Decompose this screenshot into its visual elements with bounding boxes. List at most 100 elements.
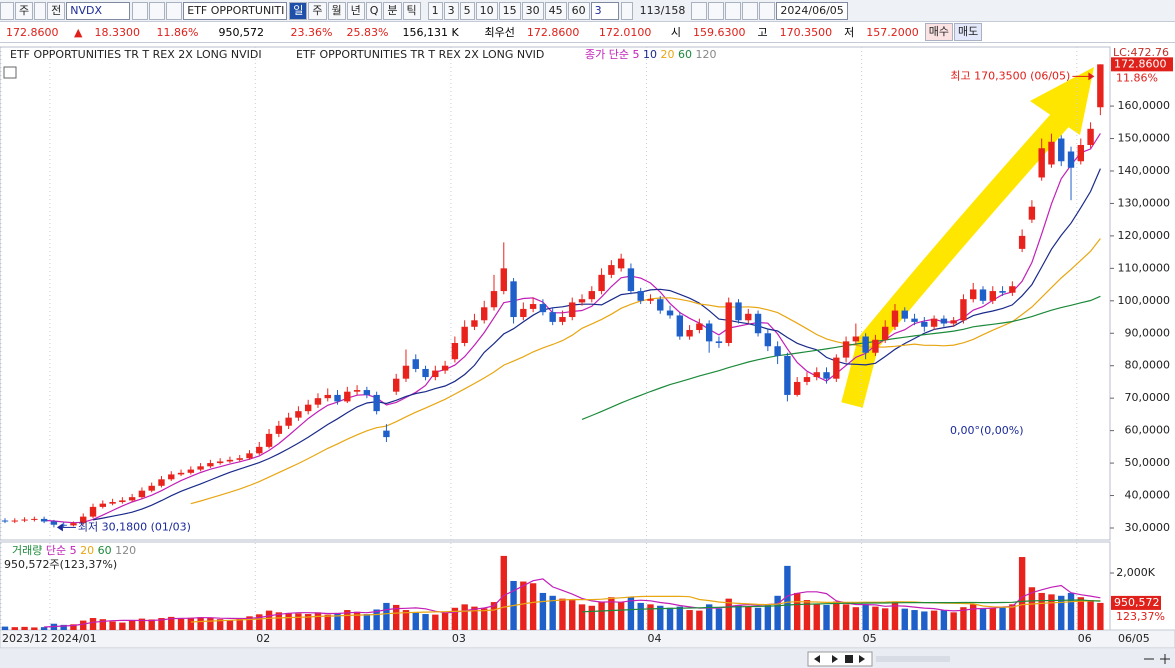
y-tick-label: 70,0000: [1125, 391, 1171, 404]
candle-body: [50, 521, 58, 525]
volume-bar: [745, 606, 752, 630]
candle-body: [901, 310, 908, 319]
volume-bar: [99, 619, 106, 630]
stop-button[interactable]: [845, 655, 853, 663]
scroll-track[interactable]: [876, 656, 950, 662]
candle-body: [793, 381, 801, 395]
period-tab[interactable]: 분: [383, 1, 402, 20]
candle-body: [862, 336, 869, 353]
candle-body: [979, 289, 987, 301]
volume-bar: [168, 616, 175, 630]
volume-bar: [256, 614, 263, 630]
volume-ma-line: [44, 578, 1101, 628]
high: 170.3500: [779, 25, 833, 39]
volume-bar: [676, 606, 684, 630]
tool-a[interactable]: [691, 1, 708, 20]
search-icon[interactable]: [132, 1, 149, 20]
volume-bar: [754, 607, 762, 630]
volume-bar: [970, 604, 977, 630]
end-button[interactable]: [859, 655, 865, 663]
chart-title: ETF OPPORTUNITIES TR T REX 2X LONG NVIDI: [10, 48, 262, 61]
interval-button[interactable]: 5: [459, 1, 475, 20]
buy-button[interactable]: 매수: [924, 23, 953, 41]
volume-bar: [608, 597, 615, 630]
volume-bar: [490, 602, 498, 630]
volume-subtitle: 950,572주(123,37%): [4, 558, 117, 571]
y-tick-label: 50,0000: [1125, 456, 1171, 469]
y-tick-label: 150,0000: [1118, 132, 1171, 145]
candle-body: [432, 370, 439, 378]
candle-body: [158, 479, 165, 486]
tool-e[interactable]: [759, 1, 776, 20]
interval-button[interactable]: 3: [443, 1, 459, 20]
period-tab[interactable]: 주: [308, 1, 327, 20]
interval-button[interactable]: 45: [544, 1, 567, 20]
candle-body: [412, 359, 419, 369]
tool-c[interactable]: [725, 1, 742, 20]
tool-d[interactable]: [742, 1, 759, 20]
interval-button[interactable]: 60: [567, 1, 590, 20]
candle-body: [373, 394, 380, 412]
low-annotation: 최저 30,1800 (01/03): [78, 520, 191, 533]
period-tab[interactable]: 년: [346, 1, 365, 20]
dropdown[interactable]: [620, 1, 633, 20]
interval-button[interactable]: 10: [475, 1, 498, 20]
volume-bar: [852, 607, 860, 630]
volume-bar: [246, 616, 253, 630]
interval-button[interactable]: 30: [521, 1, 544, 20]
candle-body: [549, 312, 556, 322]
volume-bar: [715, 608, 723, 630]
scroll-buttons[interactable]: [807, 651, 873, 667]
next-button[interactable]: [832, 655, 838, 663]
volume-bar: [80, 620, 87, 630]
interval-button[interactable]: 15: [498, 1, 521, 20]
candle-body: [363, 390, 371, 395]
period-tab[interactable]: 틱: [402, 1, 421, 20]
volume-bar: [882, 608, 889, 630]
volume-bar: [862, 604, 869, 630]
prev-button[interactable]: [814, 655, 820, 663]
candle-body: [891, 310, 899, 327]
option-icon[interactable]: [166, 1, 183, 20]
volume-bar: [999, 607, 1006, 630]
count-input[interactable]: 3: [590, 1, 619, 20]
legend-entry: 60: [98, 544, 112, 557]
candle-body: [21, 519, 28, 521]
last-price-label: 172.8600: [1114, 57, 1167, 70]
candle-body: [882, 326, 889, 340]
volume-bar: [393, 604, 400, 630]
volume-bar: [784, 565, 791, 630]
volume-bar: [1087, 600, 1094, 630]
exchange-select[interactable]: 전: [47, 1, 66, 20]
security-name[interactable]: ETF OPPORTUNITI: [183, 1, 288, 20]
candle-body: [520, 308, 527, 318]
volume-bar: [891, 602, 899, 630]
symbol-input[interactable]: NVDX: [66, 1, 131, 20]
candle-body: [119, 500, 126, 503]
candle-body: [344, 391, 351, 402]
menu-icon[interactable]: [0, 1, 14, 20]
period-tab[interactable]: Q: [365, 1, 383, 20]
volume-bar: [295, 613, 302, 630]
volume-bar: [70, 624, 77, 630]
tool-b[interactable]: [708, 1, 725, 20]
candle-body: [569, 302, 576, 318]
candle-body: [265, 433, 273, 447]
volume-bar: [793, 592, 801, 630]
market-select[interactable]: 주: [15, 1, 34, 20]
volume-bar: [432, 614, 439, 630]
change-pct: 11.86%: [156, 25, 199, 39]
candle-body: [510, 281, 517, 318]
zoom-in[interactable]: [1160, 654, 1170, 664]
period-tab[interactable]: 월: [327, 1, 346, 20]
volume-bar: [872, 606, 879, 630]
sell-button[interactable]: 매도: [953, 23, 983, 41]
date-input[interactable]: 2024/06/05: [776, 1, 848, 20]
sound-icon[interactable]: [149, 1, 166, 20]
period-tab[interactable]: 일: [289, 1, 308, 20]
candle-body: [11, 520, 18, 522]
interval-button[interactable]: 1: [427, 1, 443, 20]
y-tick-label: 120,0000: [1118, 229, 1171, 242]
dropdown[interactable]: [34, 1, 47, 20]
legend-entry: 20: [80, 544, 94, 557]
